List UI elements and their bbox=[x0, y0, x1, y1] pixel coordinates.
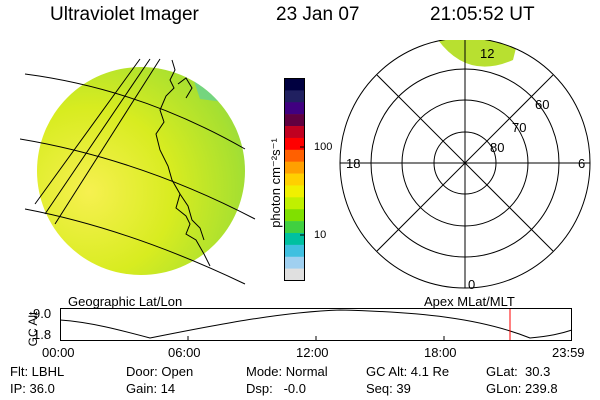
colorbar-stripe bbox=[284, 90, 305, 103]
earth-disc bbox=[37, 67, 245, 275]
polar-plot bbox=[339, 40, 591, 289]
colorbar-stripe bbox=[284, 137, 305, 151]
colorbar-stripe bbox=[284, 78, 305, 91]
polar-panel-label: Apex MLat/MLT bbox=[424, 294, 515, 309]
colorbar-stripe bbox=[284, 161, 305, 174]
coastline bbox=[155, 59, 211, 267]
orbit-ymax: 9.0 bbox=[33, 306, 52, 321]
seq-readout: Seq: 39 bbox=[366, 381, 411, 396]
colorbar-stripe bbox=[284, 102, 305, 115]
instrument-title: Ultraviolet Imager bbox=[50, 4, 199, 25]
colorbar-stripe bbox=[284, 244, 305, 258]
orbit-xtick-4: 23:59 bbox=[552, 345, 585, 360]
orbit-xtick-2: 12:00 bbox=[296, 345, 329, 360]
geographic-image-panel bbox=[20, 58, 256, 285]
dsp-readout: Dsp: -0.0 bbox=[246, 381, 306, 396]
glon-readout: GLon: 239.8 bbox=[486, 381, 558, 396]
colorbar-stripe bbox=[284, 197, 305, 210]
gain-readout: Gain: 14 bbox=[126, 381, 176, 396]
ip-readout: IP: 36.0 bbox=[10, 381, 55, 396]
orbit-altitude-plot bbox=[60, 308, 573, 341]
geo-panel-label: Geographic Lat/Lon bbox=[68, 294, 183, 309]
colorbar-stripe bbox=[284, 114, 305, 127]
orbit-xtick-0: 00:00 bbox=[42, 345, 75, 360]
mlt-label-0: 0 bbox=[468, 277, 476, 292]
polar-image-patch bbox=[438, 40, 518, 67]
orbit-ymin: 1.8 bbox=[33, 327, 52, 342]
mlt-label-12: 12 bbox=[480, 46, 495, 61]
colorbar-stripe bbox=[284, 149, 305, 162]
gc-alt-readout: GC Alt: 4.1 Re bbox=[366, 364, 450, 379]
colorbar-stripe bbox=[284, 209, 305, 222]
colorbar-stripe bbox=[284, 232, 305, 246]
orbit-xtick-1: 06:00 bbox=[168, 345, 201, 360]
colorbar-unit-label: photon cm⁻²s⁻¹ bbox=[268, 138, 283, 228]
lat-label-80: 80 bbox=[490, 140, 505, 155]
lat-grid-lines bbox=[20, 73, 256, 285]
colorbar-stripe bbox=[284, 173, 305, 186]
mlt-label-18: 18 bbox=[346, 156, 361, 171]
altitude-curve bbox=[60, 309, 573, 339]
colorbar-tick-100: 100 bbox=[314, 141, 333, 153]
lon-grid-lines bbox=[34, 58, 161, 225]
orbit-xtick-3: 18:00 bbox=[424, 345, 457, 360]
mode-readout: Mode: Normal bbox=[246, 364, 328, 379]
door-readout: Door: Open bbox=[126, 364, 194, 379]
colorbar-stripe bbox=[284, 268, 305, 281]
colorbar-stripe bbox=[284, 256, 305, 269]
time-label: 21:05:52 UT bbox=[430, 4, 535, 25]
filter-readout: Flt: LBHL bbox=[10, 364, 65, 379]
lat-label-70: 70 bbox=[512, 120, 527, 135]
colorbar bbox=[284, 78, 305, 281]
mlt-label-6: 6 bbox=[578, 156, 586, 171]
date-label: 23 Jan 07 bbox=[276, 4, 360, 25]
colorbar-tick-10: 10 bbox=[314, 229, 327, 241]
colorbar-stripe bbox=[284, 221, 305, 234]
lat-label-60: 60 bbox=[535, 97, 550, 112]
colorbar-stripe bbox=[284, 185, 305, 198]
glat-readout: GLat: 30.3 bbox=[486, 364, 551, 379]
colorbar-stripe bbox=[284, 126, 305, 139]
